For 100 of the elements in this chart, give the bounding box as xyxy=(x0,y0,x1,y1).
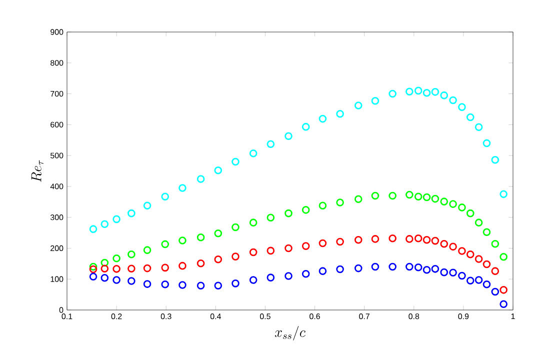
point xyxy=(100,258,109,267)
point xyxy=(422,236,431,244)
point xyxy=(422,266,431,274)
y-axis-title: $Re_\tau$ xyxy=(31,160,44,182)
point xyxy=(232,280,240,288)
point xyxy=(143,280,152,288)
point xyxy=(491,156,500,164)
point xyxy=(491,240,500,248)
point xyxy=(214,166,222,174)
point xyxy=(284,272,292,280)
point xyxy=(266,274,275,282)
point xyxy=(284,244,292,252)
point xyxy=(214,229,222,238)
point xyxy=(371,262,380,271)
point xyxy=(354,102,362,110)
point xyxy=(440,198,448,206)
point xyxy=(449,268,457,277)
point xyxy=(491,267,500,275)
point xyxy=(302,122,310,131)
point xyxy=(112,265,120,273)
point xyxy=(500,286,508,294)
point xyxy=(354,195,362,204)
point xyxy=(449,242,457,251)
point xyxy=(100,274,109,282)
point xyxy=(128,209,136,218)
point xyxy=(112,276,120,284)
point xyxy=(178,262,186,270)
point xyxy=(302,242,310,250)
point xyxy=(318,239,327,248)
point xyxy=(161,280,170,288)
point xyxy=(482,228,491,236)
point xyxy=(440,91,448,100)
point xyxy=(354,264,362,272)
point xyxy=(431,265,440,273)
point xyxy=(196,234,205,242)
point xyxy=(161,264,170,272)
point xyxy=(371,96,380,105)
point xyxy=(449,96,457,104)
point xyxy=(431,88,440,96)
point xyxy=(482,280,491,288)
point xyxy=(414,234,422,242)
point xyxy=(388,262,396,271)
point xyxy=(431,236,440,245)
point xyxy=(449,200,457,208)
point xyxy=(482,260,491,268)
x-axis-title: $x_{ss}/c$ xyxy=(274,326,306,340)
point xyxy=(100,264,109,273)
point xyxy=(474,218,483,226)
point xyxy=(143,246,152,254)
point xyxy=(422,193,431,202)
point xyxy=(474,276,483,284)
point xyxy=(196,282,205,290)
point xyxy=(318,114,327,123)
point xyxy=(500,252,508,261)
point xyxy=(266,214,275,222)
point xyxy=(232,252,240,260)
point xyxy=(178,184,186,192)
point xyxy=(414,86,422,95)
point xyxy=(100,220,109,228)
point xyxy=(458,272,466,280)
point xyxy=(232,158,240,166)
point xyxy=(406,235,414,243)
point xyxy=(371,235,380,243)
point xyxy=(249,218,258,226)
point xyxy=(466,113,474,122)
point xyxy=(284,209,292,218)
point xyxy=(336,265,344,274)
point xyxy=(178,281,186,289)
point xyxy=(249,276,258,284)
point xyxy=(440,268,448,276)
point xyxy=(143,202,152,210)
point xyxy=(406,88,414,96)
point xyxy=(249,248,258,256)
point xyxy=(388,192,396,200)
point xyxy=(161,192,170,201)
point xyxy=(161,240,170,248)
point xyxy=(466,209,474,218)
point xyxy=(266,246,275,255)
point xyxy=(388,234,396,242)
point xyxy=(500,300,508,308)
point xyxy=(266,140,275,148)
point xyxy=(318,267,327,275)
point xyxy=(196,175,205,183)
point xyxy=(112,215,120,224)
point xyxy=(89,225,98,233)
point xyxy=(406,190,414,199)
point xyxy=(302,270,310,278)
point xyxy=(336,110,344,118)
point xyxy=(89,262,98,271)
point xyxy=(431,194,440,203)
point xyxy=(284,132,292,140)
point xyxy=(112,254,120,262)
point xyxy=(143,264,152,272)
point xyxy=(214,282,222,290)
point xyxy=(128,277,136,285)
point xyxy=(500,190,508,198)
point xyxy=(89,272,98,281)
point xyxy=(458,204,466,212)
point xyxy=(302,206,310,214)
point xyxy=(458,247,466,255)
